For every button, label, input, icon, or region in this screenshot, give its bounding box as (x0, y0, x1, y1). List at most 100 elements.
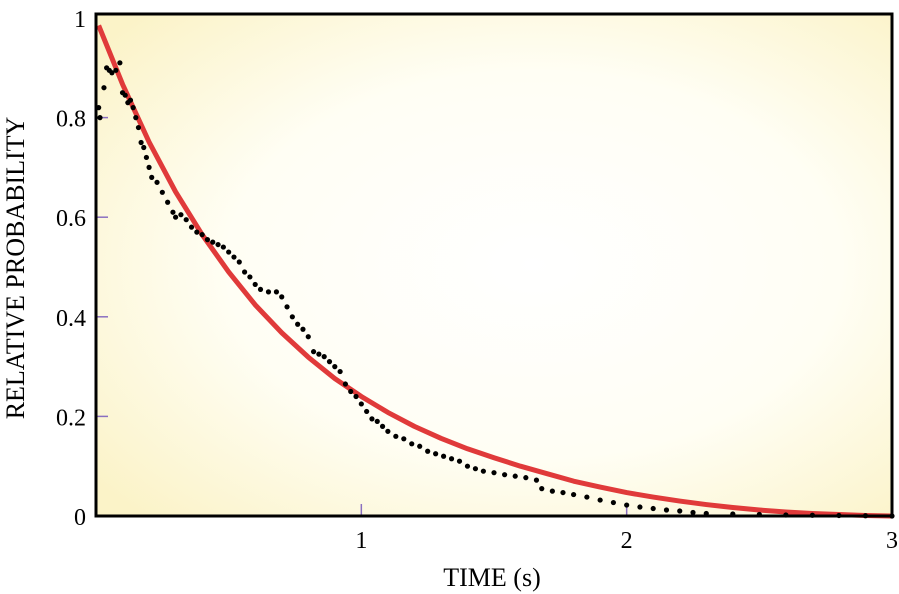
data-point (183, 217, 189, 223)
data-point (130, 105, 136, 111)
data-point (143, 154, 150, 161)
data-point (279, 294, 285, 300)
data-point (464, 463, 471, 469)
data-point (690, 509, 696, 516)
data-point (159, 189, 165, 195)
data-point (257, 286, 264, 293)
y-tick-label: 0.4 (56, 306, 86, 332)
tick-labels: 1 2 3 0 0.2 0.4 0.6 0.8 1 (56, 7, 898, 554)
data-point (165, 199, 171, 205)
data-point (284, 304, 290, 310)
y-tick-label: 0 (74, 505, 86, 531)
data-point (393, 433, 399, 439)
x-tick-label: 2 (621, 528, 633, 554)
data-point (122, 92, 128, 98)
data-point (364, 408, 370, 415)
data-point (210, 239, 216, 245)
y-tick-label: 0.8 (56, 107, 86, 133)
data-point (241, 269, 248, 275)
plot-frame (94, 12, 894, 518)
data-point (374, 418, 380, 424)
data-point (637, 504, 643, 510)
data-point (610, 499, 617, 506)
data-point (295, 321, 301, 327)
data-point (409, 441, 415, 447)
data-point (265, 289, 272, 295)
data-point (624, 502, 630, 508)
data-point (480, 468, 486, 474)
data-point (448, 456, 455, 462)
data-point (597, 497, 603, 503)
data-point (231, 254, 237, 260)
data-point (584, 494, 590, 500)
data-point (342, 381, 349, 387)
data-point (385, 428, 391, 434)
data-point (300, 326, 306, 332)
data-point (401, 436, 407, 442)
data-point (113, 67, 119, 73)
data-point (188, 224, 195, 230)
data-point (433, 451, 439, 457)
data-point (571, 491, 577, 498)
fit-series (96, 24, 893, 519)
data-point (326, 359, 333, 365)
data-point (236, 259, 242, 265)
data-point (194, 229, 200, 235)
data-point (310, 349, 317, 355)
y-tick-label: 1 (74, 7, 86, 33)
data-point (321, 354, 327, 360)
data-point (117, 60, 123, 66)
data-point (472, 466, 479, 472)
data-point (220, 244, 226, 250)
data-point (204, 237, 211, 243)
data-point (252, 281, 258, 288)
data-point (512, 473, 518, 479)
data-point (332, 364, 338, 370)
data-point (379, 423, 386, 429)
plot-background (96, 14, 892, 516)
data-point (127, 97, 134, 103)
data-point (677, 508, 683, 514)
data-point (533, 477, 540, 483)
y-tick-label: 0.2 (56, 405, 86, 431)
data-point (337, 368, 343, 375)
fit-curve (96, 24, 893, 519)
data-point (417, 443, 423, 449)
data-point (146, 164, 152, 170)
data-point (215, 241, 221, 248)
data-point (502, 472, 508, 478)
y-axis-title: RELATIVE PROBABILITY (1, 116, 30, 419)
data-point (101, 85, 107, 91)
data-point (491, 470, 497, 476)
data-point (369, 416, 375, 422)
data-point (353, 393, 359, 400)
data-point (135, 124, 142, 131)
x-axis-title: TIME (s) (443, 563, 540, 592)
data-point (149, 174, 155, 180)
data-point (440, 453, 447, 459)
data-point (173, 214, 179, 220)
data-point (358, 401, 364, 407)
data-point (348, 388, 354, 395)
data-point (178, 212, 184, 218)
data-point (133, 115, 139, 121)
data-point (560, 489, 566, 496)
data-point (305, 334, 311, 340)
y-tick-label: 0.6 (56, 206, 86, 232)
data-point (226, 249, 232, 255)
data-point (456, 458, 463, 464)
data-point (523, 475, 529, 481)
data-point (425, 448, 431, 454)
data-point (247, 274, 253, 280)
data-point (154, 179, 160, 185)
data-point (141, 144, 147, 151)
data-point (539, 486, 545, 492)
data-point (109, 70, 115, 76)
data-point (199, 232, 205, 238)
x-tick-label: 3 (886, 528, 898, 554)
data-series (96, 60, 895, 519)
data-point (316, 351, 322, 357)
data-point (663, 507, 670, 513)
data-point (138, 139, 144, 146)
